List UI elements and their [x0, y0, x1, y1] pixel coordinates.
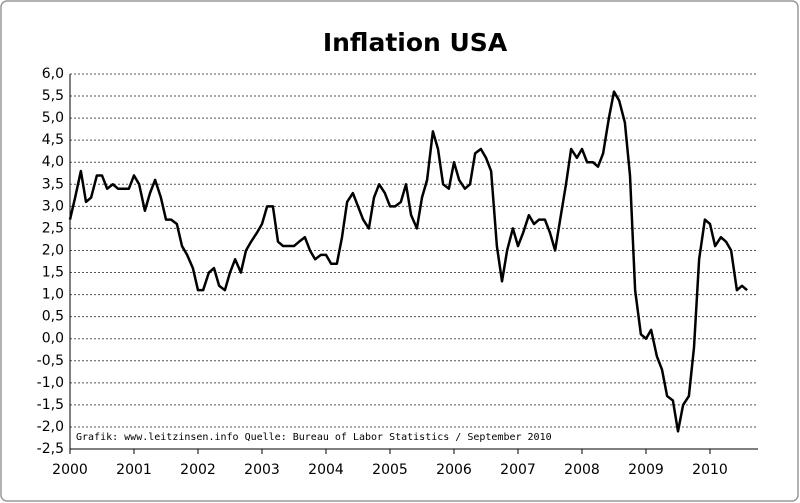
y-tick-label: -2,0	[37, 419, 64, 435]
y-tick-label: 3,5	[42, 176, 64, 192]
y-tick-label: 3,0	[42, 198, 64, 214]
y-tick-label: 0,5	[42, 309, 64, 325]
x-tick-label: 2003	[244, 462, 280, 478]
y-tick-label: -2,5	[37, 441, 64, 457]
source-note: Grafik: www.leitzinsen.info Quelle: Bure…	[76, 432, 552, 443]
y-tick-label: -1,5	[37, 397, 64, 413]
y-tick-label: 5,0	[42, 110, 64, 126]
y-tick-label: 6,0	[42, 66, 64, 82]
chart-title: Inflation USA	[323, 28, 508, 57]
y-tick-label: 4,5	[42, 132, 64, 148]
y-tick-label: 1,0	[42, 287, 64, 303]
x-tick-label: 2005	[372, 462, 408, 478]
y-tick-label: 5,5	[42, 88, 64, 104]
inflation-line	[68, 90, 748, 433]
x-tick-label: 2001	[116, 462, 152, 478]
x-tick-label: 2010	[692, 462, 728, 478]
x-tick-label: 2008	[564, 462, 600, 478]
y-tick-label: 0,0	[42, 331, 64, 347]
x-tick-label: 2000	[52, 462, 88, 478]
x-tick-label: 2004	[308, 462, 344, 478]
y-tick-label: -1,0	[37, 375, 64, 391]
x-tick-label: 2002	[180, 462, 216, 478]
x-tick-label: 2007	[500, 462, 536, 478]
y-tick-label: -0,5	[37, 353, 64, 369]
y-tick-label: 1,5	[42, 265, 64, 281]
y-tick-label: 2,5	[42, 220, 64, 236]
x-tick-label: 2006	[436, 462, 472, 478]
y-tick-label: 2,0	[42, 242, 64, 258]
x-tick-label: 2009	[628, 462, 664, 478]
y-tick-label: 4,0	[42, 154, 64, 170]
